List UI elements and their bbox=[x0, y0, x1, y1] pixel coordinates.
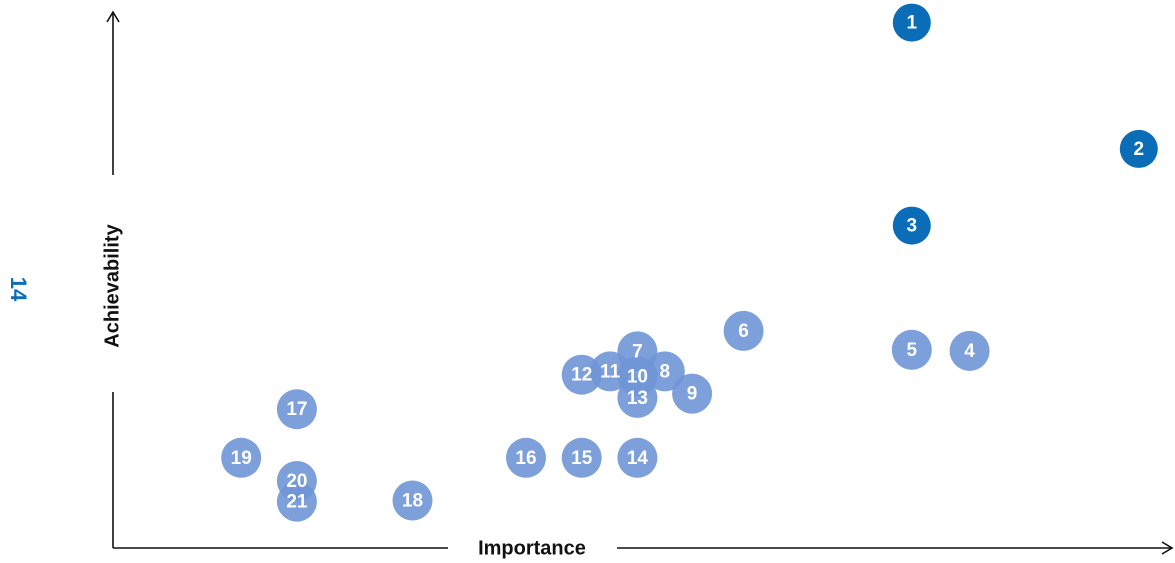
data-label-16: 16 bbox=[515, 448, 536, 469]
data-label-3: 3 bbox=[907, 216, 918, 237]
data-label-8: 8 bbox=[660, 361, 671, 382]
x-axis-label: Importance bbox=[478, 537, 586, 559]
data-point-13 bbox=[617, 377, 658, 418]
data-label-19: 19 bbox=[231, 448, 252, 469]
data-point-17 bbox=[276, 389, 317, 430]
data-point-21 bbox=[276, 481, 317, 522]
data-point-19 bbox=[221, 437, 262, 478]
data-point-15 bbox=[561, 437, 602, 478]
data-label-9: 9 bbox=[687, 384, 698, 405]
data-point-3 bbox=[892, 206, 931, 245]
data-label-17: 17 bbox=[286, 399, 307, 420]
data-label-18: 18 bbox=[402, 491, 423, 512]
data-point-12 bbox=[561, 354, 602, 395]
data-label-2: 2 bbox=[1134, 139, 1145, 160]
data-point-9 bbox=[672, 373, 713, 414]
y-axis-label: Achievability bbox=[101, 223, 123, 347]
data-point-5 bbox=[891, 329, 932, 370]
data-label-4: 4 bbox=[964, 341, 975, 362]
data-label-11: 11 bbox=[600, 361, 621, 382]
data-label-14: 14 bbox=[627, 448, 649, 469]
data-point-6 bbox=[723, 310, 764, 351]
data-point-16 bbox=[506, 437, 546, 478]
data-point-4 bbox=[949, 330, 990, 371]
data-label-10: 10 bbox=[627, 366, 648, 387]
data-point-18 bbox=[392, 480, 433, 521]
data-label-5: 5 bbox=[907, 340, 918, 361]
data-label-20: 20 bbox=[286, 471, 307, 492]
data-label-21: 21 bbox=[286, 492, 308, 513]
data-point-1 bbox=[892, 3, 931, 42]
data-label-6: 6 bbox=[738, 321, 749, 342]
data-point-2 bbox=[1119, 129, 1158, 168]
data-label-12: 12 bbox=[571, 365, 592, 386]
data-label-13: 13 bbox=[627, 388, 648, 409]
data-label-7: 7 bbox=[632, 341, 643, 362]
data-label-15: 15 bbox=[571, 448, 593, 469]
data-label-1: 1 bbox=[907, 13, 918, 34]
data-point-14 bbox=[617, 437, 658, 478]
